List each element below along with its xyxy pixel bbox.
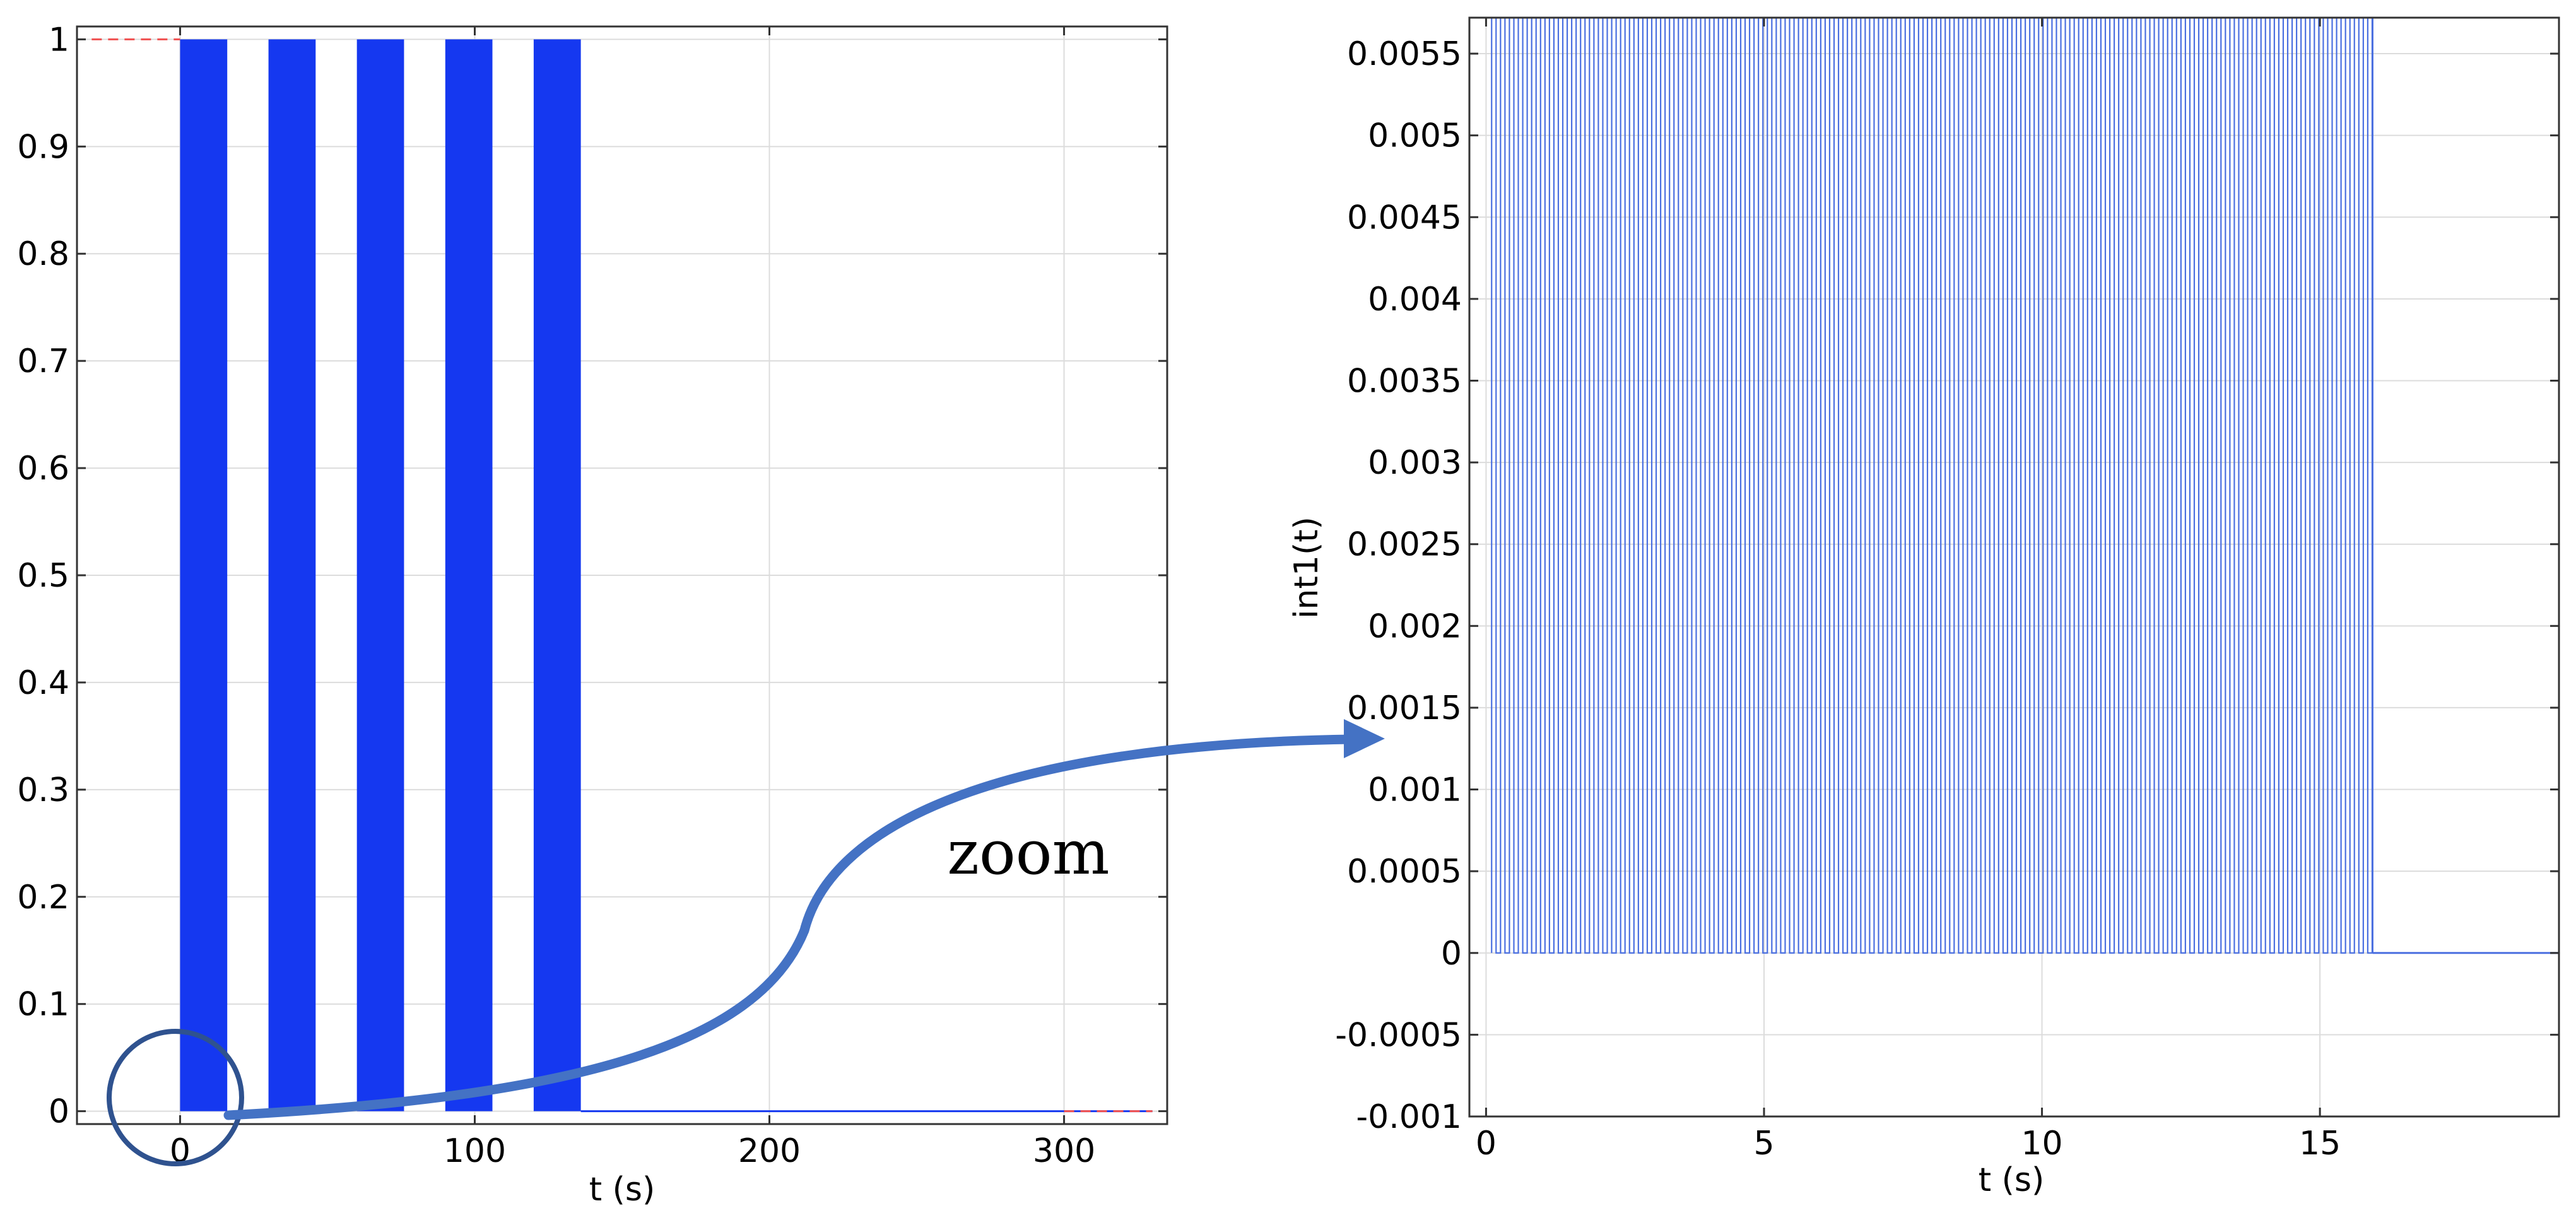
left-chart: 0 100 200 30000.10.20.30.40.50.60.70.80.91 … bbox=[17, 21, 1168, 1209]
right-chart-y-tick-label: -0.001 bbox=[1356, 1098, 1462, 1136]
right-chart-y-tick-label: 0.002 bbox=[1368, 607, 1462, 645]
left-chart-grid bbox=[77, 26, 1167, 1124]
left-chart-y-tick-label: 0.3 bbox=[17, 771, 69, 809]
left-chart-x-tick-label: 200 bbox=[738, 1132, 801, 1170]
right-chart-y-tick-label: 0.0025 bbox=[1347, 526, 1462, 564]
right-chart-plot-area bbox=[1469, 18, 2559, 1116]
square-wave-line bbox=[1491, 16, 2373, 954]
right-chart-grid bbox=[1469, 18, 2559, 1117]
pulse-block bbox=[533, 39, 581, 1111]
left-chart-y-tick-label: 1 bbox=[49, 21, 69, 59]
pulse-block bbox=[180, 39, 228, 1111]
left-chart-x-tick-label: 100 bbox=[444, 1132, 506, 1170]
right-chart-x-tick-label: 0 bbox=[1476, 1125, 1497, 1163]
right-chart-frame bbox=[1468, 16, 2560, 1118]
zoom-annotation: zoom bbox=[107, 719, 1385, 1166]
zoom-arrow-path bbox=[223, 734, 1356, 1120]
right-chart-y-tick-label: 0.0015 bbox=[1347, 689, 1462, 727]
right-chart-x-tick-label: 5 bbox=[1753, 1125, 1774, 1163]
left-chart-x-tick-label: 300 bbox=[1033, 1132, 1095, 1170]
right-chart-x-tick-label: 15 bbox=[2299, 1125, 2341, 1163]
right-chart-y-tick-label: 0.0045 bbox=[1347, 199, 1462, 237]
left-chart-y-tick-label: 0.1 bbox=[17, 986, 69, 1024]
right-chart-y-tick-label: -0.0005 bbox=[1335, 1016, 1462, 1054]
right-chart-y-tick-label: 0.001 bbox=[1368, 771, 1462, 809]
right-chart-ticks: 0 5 10 15 -0.001 -0.0005 0 0.0005 0.001 0.0015 0.0… bbox=[1335, 18, 2559, 1163]
right-chart-y-tick-label: 0.0035 bbox=[1347, 362, 1462, 400]
left-chart-y-tick-label: 0.8 bbox=[17, 235, 69, 273]
left-chart-y-tick-label: 0.9 bbox=[17, 128, 69, 166]
pulse-block bbox=[445, 39, 493, 1111]
right-chart-x-axis-title: t (s) bbox=[1979, 1161, 2045, 1199]
left-chart-y-tick-label: 0.6 bbox=[17, 450, 69, 488]
left-chart-series bbox=[91, 38, 1153, 1113]
pulse-block bbox=[268, 39, 316, 1111]
right-chart-y-tick-label: 0.0055 bbox=[1347, 35, 1462, 73]
right-chart-y-tick-label: 0.004 bbox=[1368, 281, 1462, 319]
left-chart-y-tick-label: 0.4 bbox=[17, 664, 69, 702]
right-chart-y-axis-title: int1(t) bbox=[1288, 517, 1326, 619]
right-chart-y-tick-label: 0 bbox=[1441, 935, 1462, 973]
left-chart-y-tick-label: 0 bbox=[49, 1093, 69, 1131]
left-chart-x-axis-title: t (s) bbox=[589, 1171, 656, 1209]
left-chart-y-tick-label: 0.5 bbox=[17, 557, 69, 595]
pulse-block bbox=[356, 39, 404, 1111]
left-chart-y-tick-label: 0.2 bbox=[17, 879, 69, 917]
right-chart-y-tick-label: 0.003 bbox=[1368, 444, 1462, 482]
zoom-label: zoom bbox=[947, 817, 1109, 888]
right-chart-x-tick-label: 10 bbox=[2021, 1125, 2062, 1163]
right-chart-y-tick-label: 0.0005 bbox=[1347, 853, 1462, 891]
left-chart-y-tick-label: 0.7 bbox=[17, 343, 69, 380]
right-chart: 0 5 10 15 -0.001 -0.0005 0 0.0005 0.001 0.0015 0.0… bbox=[1288, 16, 2560, 1199]
zoom-source-circle bbox=[107, 1029, 244, 1166]
zoom-arrow-head bbox=[1344, 719, 1385, 758]
right-chart-series bbox=[1491, 16, 2559, 954]
right-chart-y-tick-label: 0.005 bbox=[1368, 117, 1462, 155]
